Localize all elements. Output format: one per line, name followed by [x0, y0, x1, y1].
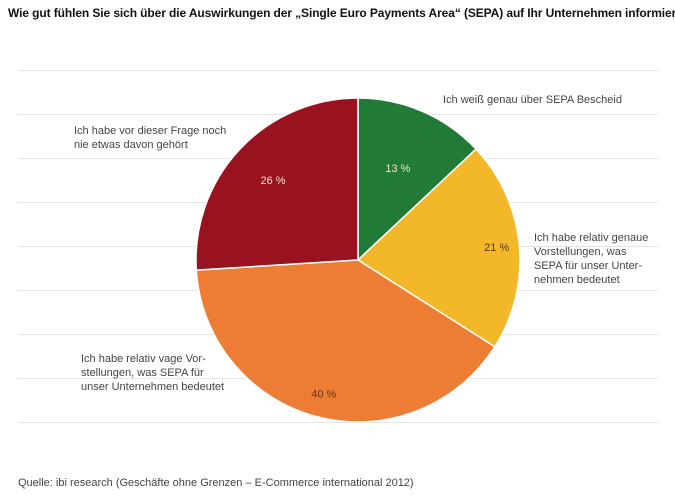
category-label-vage-vorstellungen: Ich habe relativ vage Vor-stellungen, wa… — [81, 352, 224, 394]
category-label-bescheid: Ich weiß genau über SEPA Bescheid — [443, 93, 622, 107]
slice-vage-vorstellungen — [195, 259, 496, 423]
slice-bescheid — [357, 97, 478, 262]
source-note: Quelle: ibi research (Geschäfte ohne Gre… — [18, 477, 414, 489]
category-label-line: unser Unternehmen bedeutet — [81, 381, 225, 393]
category-label-line: SEPA für unser Unter- — [534, 260, 643, 272]
value-label: 13 % — [385, 163, 410, 175]
category-label-line: nie etwas davon gehört — [74, 139, 188, 151]
slice-genaue-vorstellungen — [356, 148, 521, 348]
category-label-line: Ich weiß genau über SEPA Bescheid — [443, 94, 622, 106]
value-label: 26 % — [260, 175, 285, 187]
grid-line — [18, 422, 658, 423]
grid-line — [18, 70, 658, 71]
category-label-line: Ich habe relativ vage Vor- — [81, 353, 206, 365]
category-label-noch-nie-gehoert: Ich habe vor dieser Frage noch nie etwas … — [74, 124, 226, 152]
category-label-line: Ich habe relativ genaue — [534, 232, 649, 244]
chart-title: Wie gut fühlen Sie sich über die Auswirk… — [8, 6, 675, 20]
category-label-genaue-vorstellungen: Ich habe relativ genaue Vorstellungen, wa… — [534, 231, 648, 287]
value-label: 21 % — [484, 242, 509, 254]
slice-noch-nie-gehoert — [195, 97, 359, 271]
category-label-line: Vorstellungen, was — [534, 246, 627, 258]
category-label-line: Ich habe vor dieser Frage noch — [74, 125, 227, 137]
value-label: 40 % — [311, 388, 336, 400]
category-label-line: stellungen, was SEPA für — [81, 367, 204, 379]
category-label-line: nehmen bedeutet — [534, 274, 620, 286]
